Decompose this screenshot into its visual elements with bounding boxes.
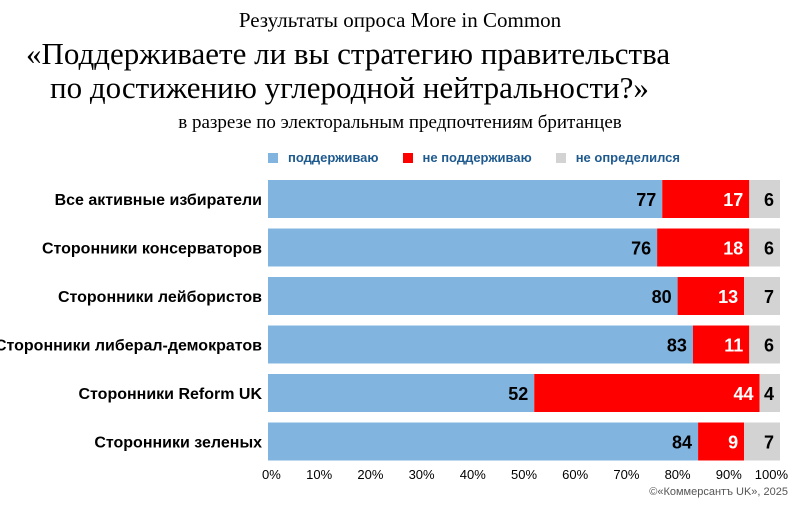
legend-swatch-support <box>268 152 278 163</box>
data-label-support-1: 76 <box>631 239 651 259</box>
bar-oppose-4 <box>534 374 760 412</box>
bar-undecided-4 <box>759 374 780 412</box>
data-label-support-4: 52 <box>508 384 528 404</box>
chart-supertitle: Результаты опроса More in Common <box>238 8 562 32</box>
data-label-undecided-0: 6 <box>764 190 774 210</box>
x-tick-label-3: 30% <box>409 467 435 482</box>
category-label-3: Сторонники либерал-демократов <box>0 338 262 355</box>
data-label-support-3: 83 <box>667 336 687 356</box>
chart-title-line-2: по достижению углеродной нейтральности?» <box>50 70 649 105</box>
bar-support-0 <box>268 180 663 218</box>
legend-item-support: поддерживаю <box>268 150 379 165</box>
legend-swatch-oppose <box>402 152 413 163</box>
data-label-undecided-5: 7 <box>764 433 774 453</box>
x-tick-label-6: 60% <box>562 467 588 482</box>
x-tick-label-2: 20% <box>357 467 383 482</box>
bar-undecided-2 <box>744 277 780 315</box>
bar-oppose-2 <box>677 277 745 315</box>
x-tick-label-10: 100% <box>755 467 789 482</box>
bar-support-4 <box>268 374 535 412</box>
bar-support-5 <box>268 422 699 461</box>
x-tick-label-9: 90% <box>716 467 742 482</box>
data-label-undecided-3: 6 <box>764 336 774 356</box>
category-label-5: Сторонники зеленых <box>94 435 262 452</box>
chart-legend: поддерживаю не поддерживаю не определилс… <box>268 150 680 165</box>
legend-item-undecided: не определился <box>555 150 680 165</box>
data-label-support-2: 80 <box>652 287 672 307</box>
bar-undecided-3 <box>749 325 780 364</box>
data-label-support-0: 77 <box>636 190 656 210</box>
legend-label-support: поддерживаю <box>288 150 379 165</box>
data-label-oppose-0: 17 <box>723 190 743 210</box>
legend-item-oppose: не поддерживаю <box>402 150 532 165</box>
x-tick-label-8: 80% <box>665 467 691 482</box>
legend-swatch-undecided <box>555 152 566 163</box>
data-label-support-5: 84 <box>672 433 692 453</box>
category-label-1: Сторонники консерваторов <box>42 241 262 258</box>
bar-undecided-5 <box>744 422 780 461</box>
x-tick-label-7: 70% <box>613 467 639 482</box>
x-tick-label-4: 40% <box>460 467 486 482</box>
bar-support-2 <box>268 277 678 315</box>
category-label-2: Сторонники лейбористов <box>58 289 262 306</box>
category-label-4: Сторонники Reform UK <box>78 386 262 403</box>
legend-label-oppose: не поддерживаю <box>422 150 532 165</box>
bar-oppose-3 <box>692 325 750 364</box>
data-label-undecided-2: 7 <box>764 287 774 307</box>
legend-label-undecided: не определился <box>575 150 680 165</box>
bar-oppose-0 <box>662 180 750 218</box>
data-label-undecided-1: 6 <box>764 239 774 259</box>
x-tick-label-1: 10% <box>306 467 332 482</box>
chart-subtitle: в разрезе по электоральным предпочтениям… <box>178 112 622 133</box>
credit-line: ©«Коммерсантъ UK», 2025 <box>649 486 788 498</box>
chart-title-line-1: «Поддерживаете ли вы стратегию правитель… <box>26 36 671 71</box>
data-label-oppose-3: 11 <box>724 336 743 356</box>
bar-undecided-0 <box>749 180 780 218</box>
data-label-oppose-1: 18 <box>723 239 743 259</box>
data-label-oppose-2: 13 <box>718 287 738 307</box>
bar-support-1 <box>268 228 658 267</box>
x-tick-label-5: 50% <box>511 467 537 482</box>
bar-support-3 <box>268 325 693 364</box>
data-label-undecided-4: 4 <box>764 384 774 404</box>
category-label-0: Все активные избиратели <box>55 192 262 209</box>
data-label-oppose-4: 44 <box>733 384 753 404</box>
bar-oppose-5 <box>698 422 745 461</box>
bar-oppose-1 <box>657 228 750 267</box>
data-label-oppose-5: 9 <box>728 433 738 453</box>
x-tick-label-0: 0% <box>262 467 281 482</box>
bar-undecided-1 <box>749 228 780 267</box>
